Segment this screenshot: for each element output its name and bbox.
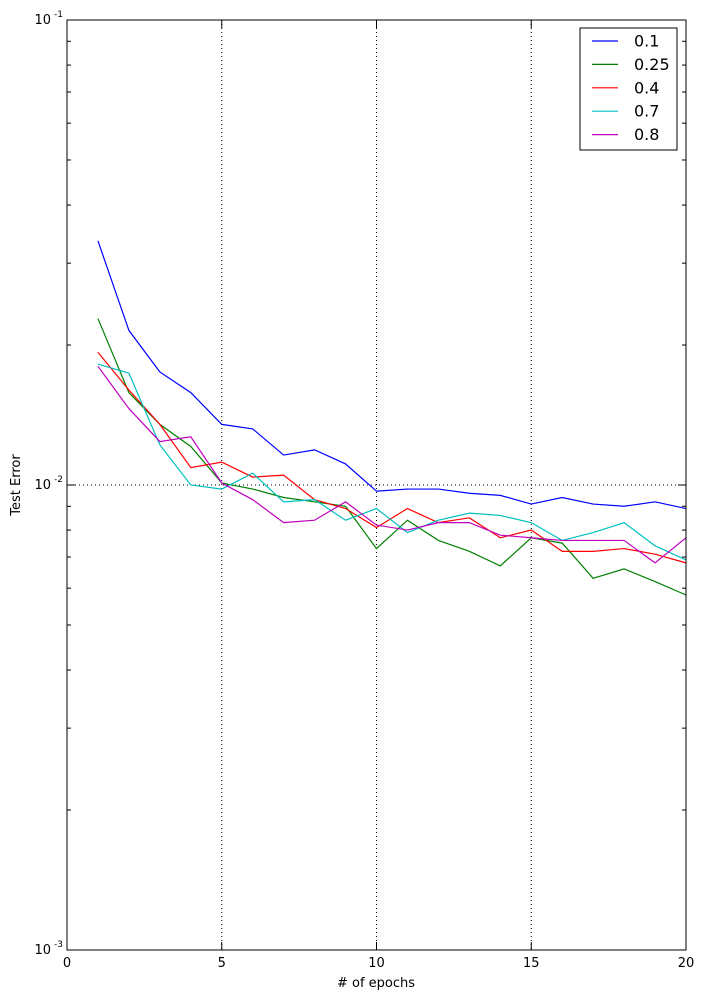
- legend-label: 0.7: [634, 102, 659, 121]
- legend-box: [579, 27, 678, 151]
- y-tick-label: 10: [34, 13, 51, 28]
- series-line-0-4: [97, 351, 687, 564]
- x-tick-label: 20: [678, 956, 695, 971]
- y-tick-label: 10: [34, 943, 51, 958]
- series-line-0-8: [97, 365, 687, 564]
- y-tick-label-base: 10: [34, 13, 51, 28]
- x-tick-label: 5: [218, 956, 226, 971]
- legend: 0.1 0.25 0.4 0.7 0.8: [579, 27, 678, 151]
- grid: [67, 20, 686, 950]
- series-line-0-25: [97, 318, 687, 596]
- x-tick-label: 0: [63, 956, 71, 971]
- y-tick-label-base: 10: [34, 478, 51, 493]
- y-tick-label-base: 10: [34, 943, 51, 958]
- legend-label: 0.25: [634, 55, 670, 74]
- x-axis-label: # of epochs: [337, 976, 415, 991]
- x-tick-label: 10: [368, 956, 385, 971]
- y-tick-label-exponent: -3: [54, 940, 63, 950]
- ticks: [66, 19, 687, 951]
- series-line-0-1: [97, 240, 687, 510]
- series-lines: [97, 240, 687, 596]
- y-axis-label: Test Error: [9, 454, 24, 517]
- legend-label: 0.8: [634, 125, 659, 144]
- series-line-0-7: [97, 363, 687, 561]
- legend-label: 0.4: [634, 78, 659, 97]
- x-tick-label: 15: [523, 956, 540, 971]
- y-tick-label-exponent: -1: [54, 10, 63, 20]
- y-tick-label-exponent: -2: [54, 475, 63, 485]
- legend-label: 0.1: [634, 32, 659, 51]
- y-tick-label: 10: [34, 478, 51, 493]
